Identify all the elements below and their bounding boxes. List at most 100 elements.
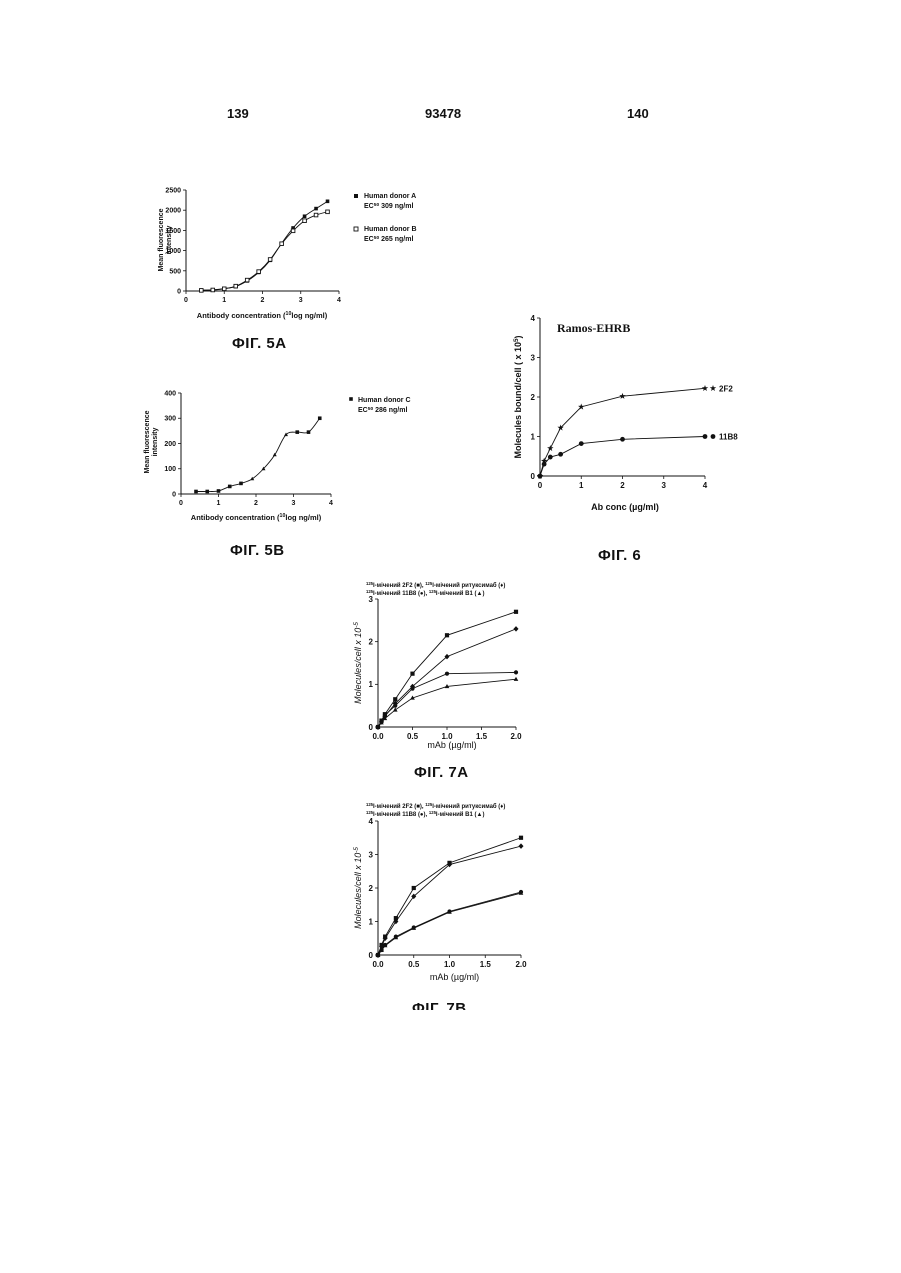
series-b1 <box>376 891 524 957</box>
legend-marker <box>354 194 358 198</box>
data-point <box>318 416 322 420</box>
y-tick-label: 4 <box>531 314 536 323</box>
series-b1 <box>376 677 519 729</box>
y-axis-label-line: intensity <box>152 428 159 457</box>
y-axis-label-text: Molecules/cell x 10-5 <box>353 847 364 929</box>
series-11b8 <box>538 434 708 478</box>
y-tick-label: 0 <box>369 951 374 960</box>
data-point <box>558 452 563 457</box>
data-point <box>314 207 318 211</box>
series-human-donor-a <box>200 200 330 292</box>
series-human-donor-b <box>200 210 330 292</box>
y-tick-label: 2 <box>369 884 374 893</box>
x-tick-label: 1.5 <box>480 960 492 969</box>
legend-marker <box>349 397 353 401</box>
legend-entry: Human donor C <box>358 397 411 404</box>
data-point <box>702 385 708 391</box>
series-line <box>196 418 320 491</box>
y-axis-label: Mean fluorescenceintensity <box>144 410 159 473</box>
legend-marker <box>710 385 716 391</box>
data-point <box>257 270 261 274</box>
x-tick-label: 1 <box>222 297 226 304</box>
series-line <box>540 388 705 476</box>
x-tick-label: 1 <box>579 481 584 490</box>
data-point <box>307 430 311 434</box>
y-tick-label: 1 <box>531 432 536 441</box>
y-axis-label: Molecules/cell x 10-5 <box>353 847 364 929</box>
x-tick-label: 2.0 <box>515 960 527 969</box>
legend-ec50: EC50 265 ng/ml <box>364 235 413 244</box>
x-tick-label: 0.0 <box>372 960 384 969</box>
data-point <box>200 289 204 293</box>
x-axis-label: Antibody concentration (10log ng/ml) <box>197 311 328 320</box>
chart-fig7b: 0.00.51.01.52.001234125I-мічений 2F2 (■)… <box>353 802 528 983</box>
x-tick-label: 0.0 <box>372 732 384 741</box>
x-tick-label: 0 <box>538 481 543 490</box>
chart-fig6: 0123401234Ramos-EHRBAb conc (µg/ml)Molec… <box>513 314 739 512</box>
legend-ec50: EC50 309 ng/ml <box>364 202 413 211</box>
data-point <box>579 441 584 446</box>
data-point <box>518 843 523 848</box>
data-point <box>393 704 397 708</box>
x-tick-label: 3 <box>662 481 667 490</box>
chart-title: Ramos-EHRB <box>557 321 630 335</box>
legend-line: 125I-мічений 11B8 (●), 125I-мічений B1 (… <box>366 589 484 598</box>
legend-entry: Human donor A <box>364 193 416 200</box>
x-axis-label: mAb (µg/ml) <box>430 972 479 982</box>
data-point <box>291 229 295 233</box>
y-tick-label: 2000 <box>165 208 181 215</box>
series-line <box>378 629 516 727</box>
series-2f2 <box>537 385 708 479</box>
x-tick-label: 3 <box>299 297 303 304</box>
y-tick-label: 0 <box>369 723 374 732</box>
x-tick-label: 1.5 <box>476 732 488 741</box>
y-tick-label: 200 <box>164 441 176 448</box>
data-point <box>217 489 221 493</box>
data-point <box>234 284 238 288</box>
x-tick-label: 4 <box>329 500 333 507</box>
data-point <box>303 219 307 223</box>
x-tick-label: 2 <box>254 500 258 507</box>
x-tick-label: 2 <box>620 481 625 490</box>
chart-fig5b: 012340100200300400Antibody concentration… <box>144 390 411 522</box>
x-tick-label: 0.5 <box>408 960 420 969</box>
x-tick-label: 4 <box>337 297 341 304</box>
y-tick-label: 100 <box>164 466 176 473</box>
y-axis-label: Molecules/cell x 10-5 <box>353 622 364 704</box>
y-axis-label: Molecules bound/cell ( x 105) <box>513 335 524 458</box>
y-tick-label: 2500 <box>165 187 181 194</box>
y-axis-label-line: Mean fluorescence <box>158 208 165 271</box>
series-ритуксимаб <box>375 843 523 957</box>
x-tick-label: 1.0 <box>444 960 456 969</box>
y-tick-label: 0 <box>172 491 176 498</box>
series-human-donor-c <box>194 416 321 493</box>
x-tick-label: 0 <box>179 500 183 507</box>
data-point <box>542 462 547 467</box>
data-point <box>703 434 708 439</box>
y-axis-label: Mean fluorescenceintensity <box>158 208 173 271</box>
y-axis-label-line: intensity <box>166 226 173 255</box>
data-point <box>410 672 414 676</box>
data-point <box>548 455 553 460</box>
y-axis-label-line: Mean fluorescence <box>144 410 151 473</box>
data-point <box>445 672 449 676</box>
chart-fig7a: 0.00.51.01.52.00123125I-мічений 2F2 (■),… <box>353 581 523 751</box>
x-tick-label: 0 <box>184 297 188 304</box>
x-axis-label: Ab conc (µg/ml) <box>591 502 659 512</box>
legend-marker <box>711 434 716 439</box>
data-point <box>620 437 625 442</box>
series-line <box>378 892 521 955</box>
series-line <box>378 893 521 955</box>
data-point <box>239 482 243 486</box>
data-point <box>326 200 330 204</box>
legend-entry: 2F2 <box>719 384 733 393</box>
data-point <box>222 287 226 291</box>
data-point <box>514 610 518 614</box>
data-point <box>295 430 299 434</box>
data-point <box>250 477 254 481</box>
y-tick-label: 3 <box>531 353 536 362</box>
data-point <box>519 836 523 840</box>
data-point <box>514 670 518 674</box>
x-axis-label: mAb (µg/ml) <box>427 740 476 750</box>
data-point <box>303 214 307 218</box>
